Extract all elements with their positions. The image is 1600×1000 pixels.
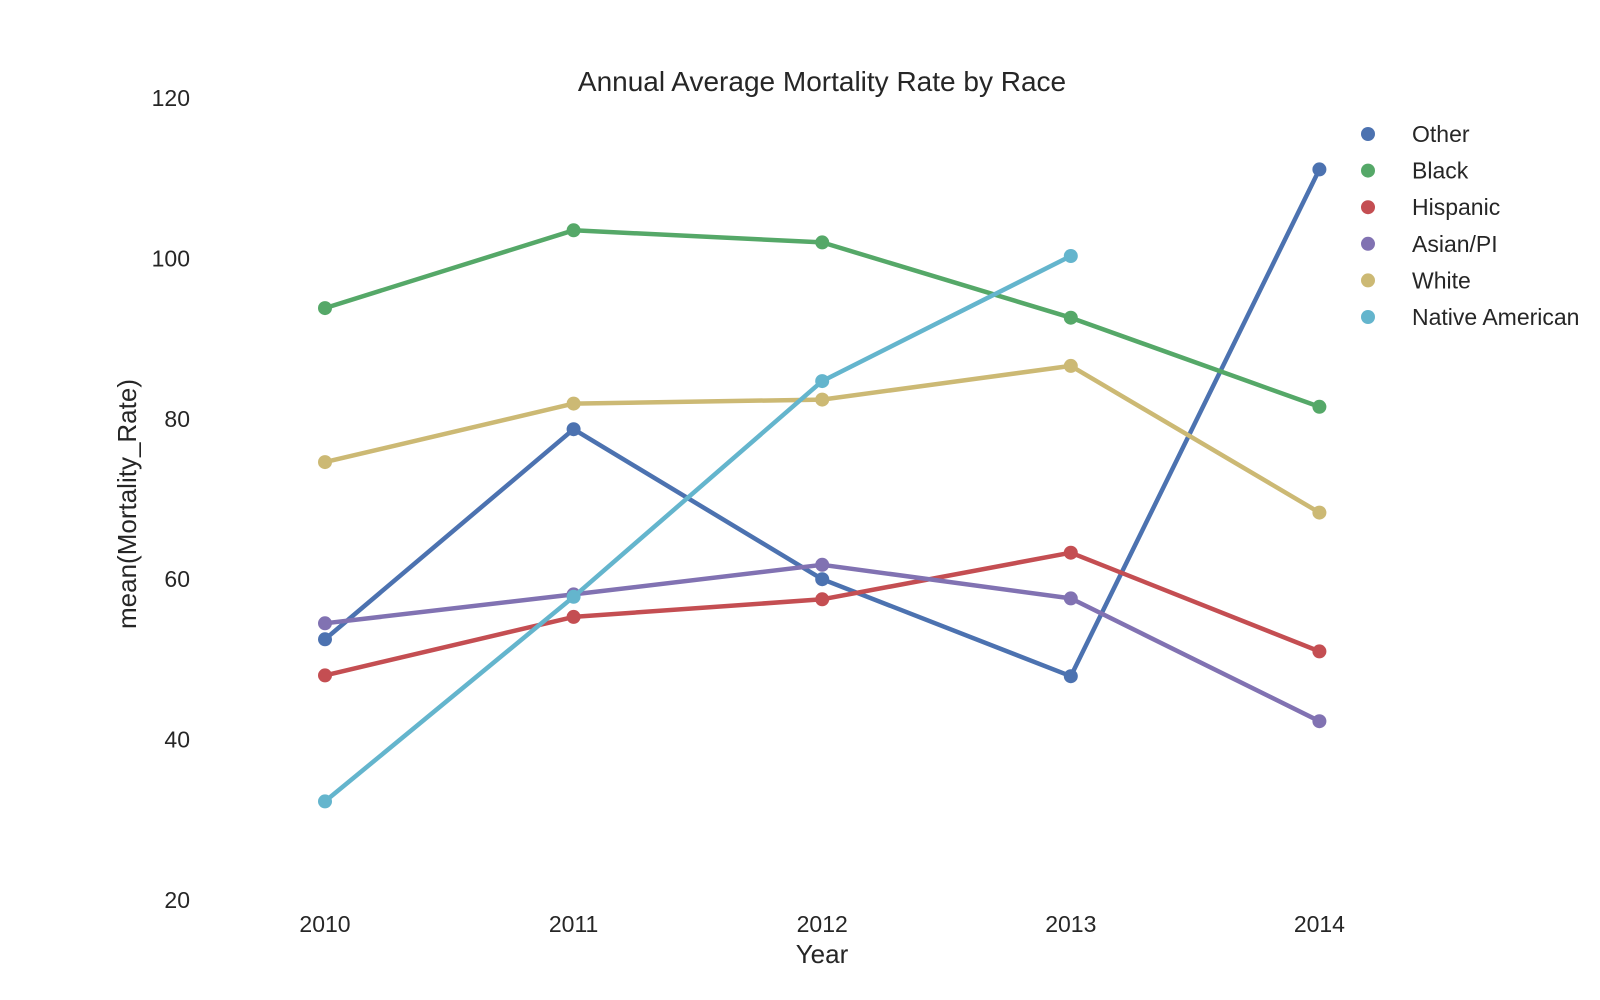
data-point — [815, 572, 830, 587]
legend-marker — [1361, 236, 1375, 251]
y-tick-label: 100 — [152, 245, 190, 271]
data-point — [318, 301, 332, 316]
legend-label: Asian/PI — [1412, 231, 1498, 257]
legend-label: Native American — [1412, 304, 1579, 330]
data-point — [1063, 545, 1078, 560]
series-asian-pi — [318, 557, 1327, 729]
data-point — [1312, 399, 1327, 414]
data-point — [318, 616, 332, 631]
data-point — [1063, 591, 1078, 606]
series-other — [318, 162, 1327, 684]
series-black — [318, 223, 1327, 414]
series-hispanic — [318, 545, 1327, 683]
data-point — [1312, 162, 1327, 177]
data-point — [566, 609, 581, 624]
series-line — [322, 253, 1074, 804]
chart-title: Annual Average Mortality Rate by Race — [578, 66, 1066, 97]
series-white — [318, 358, 1327, 520]
data-point — [815, 235, 830, 250]
data-point — [1063, 310, 1078, 325]
legend-marker — [1361, 273, 1375, 288]
legend: Other Black Hispanic Asian/PI White Native Am… — [1361, 121, 1579, 330]
y-axis-ticks: 20 40 60 80 100 120 — [152, 85, 190, 913]
x-tick-label: 2013 — [1045, 911, 1096, 937]
x-tick-label: 2014 — [1294, 911, 1345, 937]
legend-marker — [1361, 310, 1375, 324]
x-tick-label: 2012 — [797, 911, 848, 937]
data-point — [566, 422, 581, 437]
legend-marker — [1361, 200, 1375, 215]
data-point — [815, 392, 830, 407]
data-point — [1312, 505, 1327, 520]
y-tick-label: 40 — [164, 727, 190, 753]
data-point — [1063, 249, 1078, 263]
data-point — [318, 668, 332, 683]
data-point — [815, 374, 830, 389]
data-point — [566, 396, 581, 411]
data-point — [1063, 669, 1078, 684]
plot-area — [318, 162, 1327, 809]
legend-label: Hispanic — [1412, 194, 1500, 220]
x-axis-ticks: 2010 2011 2012 2013 2014 — [299, 911, 1345, 937]
data-point — [1063, 358, 1078, 373]
x-axis-label: Year — [796, 939, 849, 969]
legend-label: Other — [1412, 121, 1470, 147]
data-point — [566, 223, 581, 238]
data-point — [815, 592, 830, 607]
y-tick-label: 120 — [152, 85, 190, 111]
legend-label: Black — [1412, 158, 1469, 184]
data-point — [318, 632, 332, 647]
data-point — [1312, 644, 1327, 659]
series-native-american — [318, 249, 1078, 809]
data-point — [318, 794, 332, 809]
legend-marker — [1361, 163, 1375, 178]
legend-label: White — [1412, 267, 1471, 293]
y-axis-label: mean(Mortality_Rate) — [112, 379, 142, 629]
y-tick-label: 20 — [164, 887, 190, 913]
x-tick-label: 2011 — [549, 911, 598, 937]
data-point — [318, 455, 332, 470]
data-point — [566, 589, 581, 604]
data-point — [1312, 714, 1327, 729]
x-tick-label: 2010 — [299, 911, 350, 937]
y-tick-label: 80 — [164, 406, 190, 432]
data-point — [815, 557, 830, 572]
y-tick-label: 60 — [164, 566, 190, 592]
series-line — [322, 562, 1322, 724]
legend-marker — [1361, 127, 1375, 141]
